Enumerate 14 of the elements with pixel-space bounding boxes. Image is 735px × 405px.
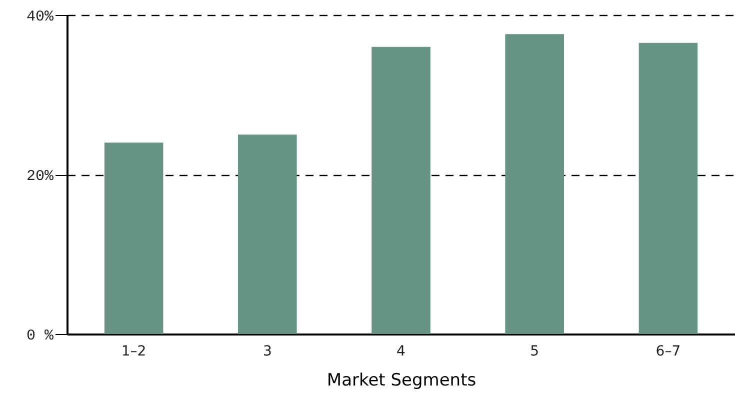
bar <box>104 142 164 334</box>
bar <box>505 34 564 334</box>
x-tick-label: 4 <box>396 344 406 360</box>
y-tick-label: 40% <box>26 8 54 26</box>
x-tick-label: 5 <box>530 344 540 360</box>
x-tick-label: 6–7 <box>656 344 681 360</box>
x-tick-label: 3 <box>262 344 272 360</box>
y-tick-label: 0 % <box>26 328 54 344</box>
y-tick-label: 20% <box>26 168 54 185</box>
x-tick-label: 1–2 <box>121 344 146 360</box>
bar <box>372 46 430 334</box>
bar <box>238 134 297 334</box>
x-axis-title: Market Segments <box>326 370 476 390</box>
bar <box>638 42 698 334</box>
